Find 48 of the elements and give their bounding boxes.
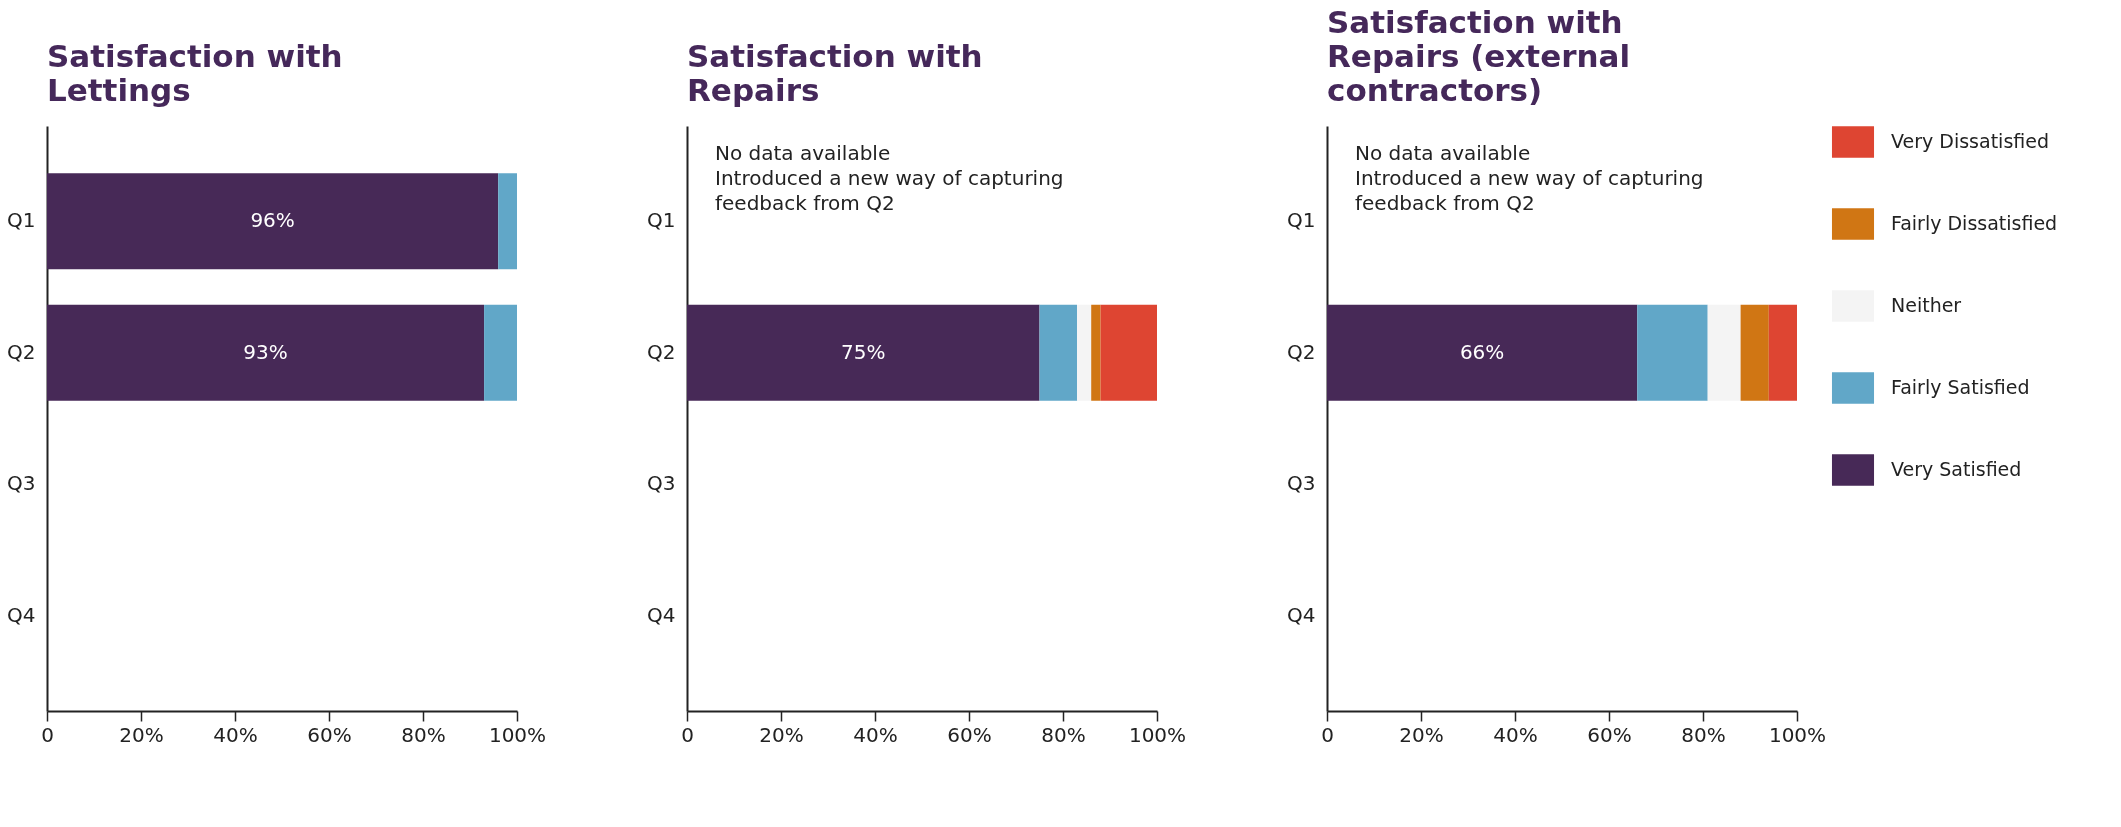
y-tick-label: Q2 [647, 339, 676, 364]
x-tick-label: 80% [1681, 722, 1726, 747]
data-label: 96% [250, 208, 295, 233]
x-tick-label: 100% [1128, 722, 1187, 747]
y-tick-label: Q4 [647, 602, 676, 627]
y-tick-label: Q4 [1287, 602, 1316, 627]
x-tick-label: 40% [853, 722, 898, 747]
x-tick-label: 80% [1041, 722, 1086, 747]
legend-label: Neither [1891, 294, 1962, 316]
y-tick-label: Q3 [7, 471, 36, 496]
x-tick-label: 80% [401, 722, 446, 747]
bar [484, 304, 517, 401]
legend-label: Very Satisfied [1891, 458, 2022, 480]
y-tick-label: Q1 [1287, 208, 1316, 233]
bar [498, 173, 517, 270]
x-tick-label: 20% [759, 722, 804, 747]
x-tick-label: 100% [1768, 722, 1827, 747]
x-tick-label: 0 [681, 722, 694, 747]
x-tick-label: 0 [41, 722, 54, 747]
x-tick-label: 40% [213, 722, 258, 747]
x-tick-label: 20% [119, 722, 164, 747]
x-tick-label: 60% [1587, 722, 1632, 747]
x-tick-label: 60% [307, 722, 352, 747]
data-label: 75% [841, 339, 886, 364]
bar [47, 173, 499, 270]
x-tick-label: 40% [1493, 722, 1538, 747]
y-tick-label: Q1 [647, 208, 676, 233]
chart-title: Satisfaction with Lettings [47, 38, 343, 108]
data-label: 66% [1459, 339, 1505, 364]
y-tick-label: Q2 [7, 339, 36, 364]
x-tick-label: 60% [947, 722, 992, 747]
y-tick-label: Q4 [7, 602, 36, 627]
x-tick-label: 0 [1321, 722, 1334, 747]
x-tick-label: 100% [488, 722, 547, 747]
chart-title: Satisfaction with Repairs (external contractors) [1327, 4, 1631, 108]
annotation: No data available Introduced a new way of capturing feedback from Q2 [715, 141, 1064, 215]
x-tick-label: 20% [1399, 722, 1444, 747]
bar [47, 304, 485, 401]
annotation: No data available Introduced a new way of capturing feedback from Q2 [1355, 141, 1704, 215]
chart-title: Satisfaction with Repairs [687, 38, 983, 108]
y-tick-label: Q3 [1287, 471, 1316, 496]
legend-label: Very Dissatisfied [1891, 130, 2050, 152]
y-tick-label: Q3 [647, 471, 676, 496]
legend-label: Fairly Satisfied [1891, 376, 2030, 398]
y-tick-label: Q1 [7, 208, 36, 233]
y-tick-label: Q2 [1287, 339, 1316, 364]
legend-label: Fairly Dissatisfied [1891, 212, 2058, 234]
data-label: 93% [243, 339, 288, 364]
